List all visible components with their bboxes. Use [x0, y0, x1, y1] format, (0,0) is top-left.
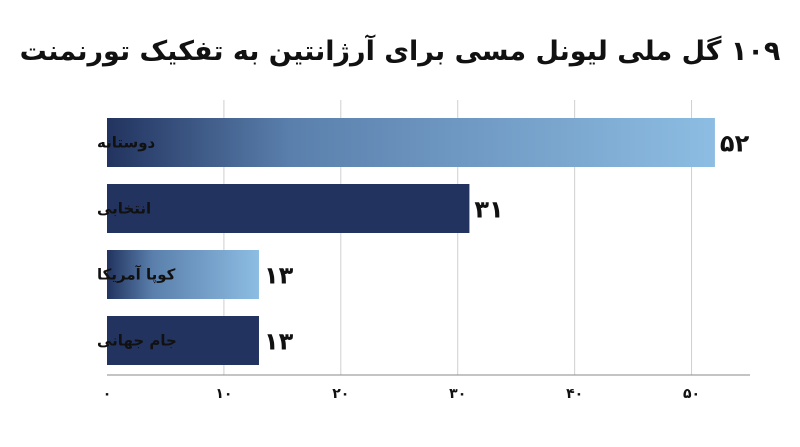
value-label: ۱۳ [264, 328, 294, 356]
x-tick-label: ۲۰ [332, 386, 349, 402]
category-label: کوپا آمریکا [97, 266, 176, 285]
value-label: ۱۳ [264, 262, 294, 290]
bars [107, 118, 715, 365]
labels: دوستانه ۵۲ انتخابی ۳۱ کوپا آمریکا ۱۳ جام جهانی… [97, 130, 750, 356]
bar [107, 118, 715, 167]
x-tick-label: ۴۰ [566, 386, 583, 402]
x-tick-label: ۱۰ [215, 386, 232, 402]
value-label: ۵۲ [720, 130, 750, 158]
bar [107, 184, 470, 233]
category-label: دوستانه [97, 134, 156, 152]
x-tick-label: ۳۰ [449, 386, 466, 402]
category-label: انتخابی [97, 200, 151, 218]
x-tick-label: ۵۰ [683, 386, 700, 402]
chart-title: ۱۰۹ گل ملی لیونل مسی برای آرژانتین به تف… [20, 34, 781, 67]
bar [107, 250, 259, 299]
category-label: جام جهانی [97, 332, 177, 350]
value-label: ۳۱ [474, 196, 503, 224]
x-axis: ۰ ۱۰ ۲۰ ۳۰ ۴۰ ۵۰ [103, 374, 750, 402]
bar [107, 316, 259, 365]
x-tick-label: ۰ [103, 386, 112, 402]
